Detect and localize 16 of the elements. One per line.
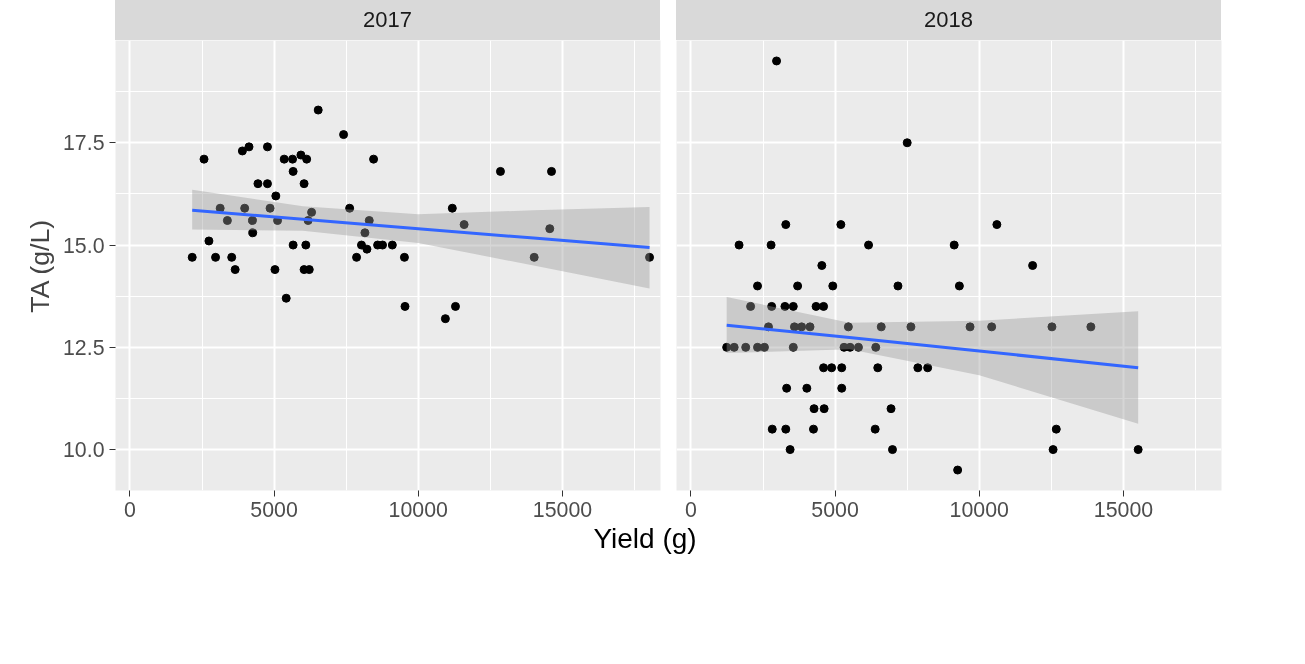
y-tick-label: 12.5 bbox=[62, 335, 105, 360]
chart-title: 2018 bbox=[924, 6, 973, 34]
x-tick-label: 10000 bbox=[388, 497, 449, 522]
y-tick-label: 17.5 bbox=[62, 131, 105, 156]
x-tick-label: 0 bbox=[123, 497, 136, 522]
x-tick-label: 0 bbox=[684, 497, 697, 522]
x-tick-label: 5000 bbox=[811, 497, 859, 522]
x-tick-label: 10000 bbox=[949, 497, 1010, 522]
x-tick-label: 5000 bbox=[250, 497, 298, 522]
x-axis-title: Yield (g) bbox=[593, 523, 697, 554]
x-tick-label: 15000 bbox=[1093, 497, 1154, 522]
y-tick-label: 10.0 bbox=[62, 438, 105, 463]
x-tick-label: 15000 bbox=[532, 497, 593, 522]
y-tick-label: 15.0 bbox=[62, 233, 105, 258]
y-axis-title: TA (g/L) bbox=[24, 219, 55, 313]
chart-title: 2017 bbox=[363, 6, 412, 34]
